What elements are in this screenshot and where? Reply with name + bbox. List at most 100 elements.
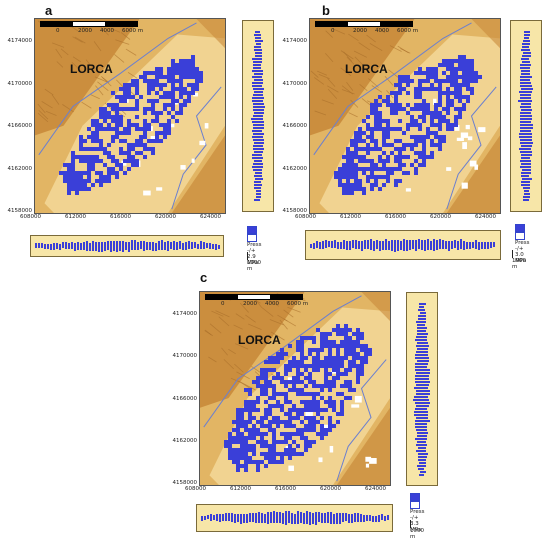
profile-cell [251,85,263,87]
pressure-cell [87,175,91,179]
profile-cell [419,312,427,314]
pressure-cell [394,159,398,163]
pressure-cell [308,440,312,444]
pressure-cell [458,115,462,119]
pressure-cell [232,448,236,452]
pressure-cell [430,71,434,75]
pressure-cell [107,175,111,179]
pressure-cell [191,71,195,75]
profile-cell [324,512,326,524]
pressure-cell [284,432,288,436]
pressure-cell [434,131,438,135]
pressure-cell [466,71,470,75]
pressure-cell [63,175,67,179]
pressure-cell [316,408,320,412]
profile-cell [252,512,254,522]
profile-cell [484,241,486,250]
pressure-cell [284,380,288,384]
vertical-scale-label: 1000 m [247,260,261,272]
pressure-cell [296,380,300,384]
pressure-cell [348,396,352,400]
pressure-cell [320,408,324,412]
pressure-cell [167,127,171,131]
pressure-cell [410,123,414,127]
profile-cell [375,516,377,522]
pressure-cell [304,448,308,452]
pressure-cell [442,71,446,75]
pressure-cell [296,432,300,436]
profile-cell [417,324,426,326]
pressure-cell [256,380,260,384]
pressure-cell [272,432,276,436]
pressure-cell [95,159,99,163]
pressure-cell [368,352,372,356]
pressure-cell [402,163,406,167]
profile-cell [415,438,428,440]
pressure-cell [370,139,374,143]
pressure-cell [336,376,340,380]
pressure-cell [348,328,352,332]
pressure-cell [450,67,454,71]
profile-cell [35,242,37,248]
pressure-cell [312,336,316,340]
profile-cell [252,166,263,168]
pressure-cell [462,63,466,67]
pressure-cell [454,75,458,79]
profile-cell [254,55,263,57]
profile-cell [519,64,531,66]
pressure-cell [358,155,362,159]
profile-cell [417,333,428,335]
pressure-cell [434,135,438,139]
pressure-cell [324,368,328,372]
pressure-cell [292,384,296,388]
pressure-cell [91,159,95,163]
pressure-cell [374,167,378,171]
pressure-cell [171,95,175,99]
pressure-cell [296,416,300,420]
profile-cell [481,241,483,249]
pressure-cell [191,63,195,67]
ridge-line [239,302,249,313]
pressure-cell [348,340,352,344]
pressure-cell [370,147,374,151]
pressure-cell [119,151,123,155]
pressure-cell [95,179,99,183]
pressure-cell [175,67,179,71]
map-view [199,291,391,486]
pressure-cell [95,131,99,135]
pressure-cell [438,123,442,127]
profile-cell [240,514,242,524]
pressure-cell [446,75,450,79]
ridge-line [327,88,338,99]
pressure-cell [300,432,304,436]
pressure-cell [348,388,352,392]
pressure-cell [454,107,458,111]
pressure-cell [288,344,292,348]
y-tick-label: 4170000 [172,353,198,360]
pressure-cell [382,127,386,131]
pressure-cell [394,155,398,159]
pressure-cell [434,111,438,115]
pressure-cell [430,123,434,127]
pressure-cell [232,420,236,424]
pressure-cell [398,151,402,155]
pressure-cell [362,171,366,175]
pressure-cell [454,67,458,71]
ridge-line [359,83,368,92]
profile-cell [300,512,302,523]
pressure-cell [143,107,147,111]
pressure-cell [340,408,344,412]
pressure-cell [163,83,167,87]
pressure-cell [143,143,147,147]
pressure-cell [458,83,462,87]
pressure-cell [366,123,370,127]
ridge-line [211,310,224,317]
pressure-cell [430,111,434,115]
pressure-cell [340,344,344,348]
profile-cell [415,405,429,407]
pressure-cell [135,107,139,111]
pressure-cell [67,179,71,183]
pressure-cell [272,416,276,420]
profile-cell [328,241,330,247]
profile-cell [523,52,531,54]
